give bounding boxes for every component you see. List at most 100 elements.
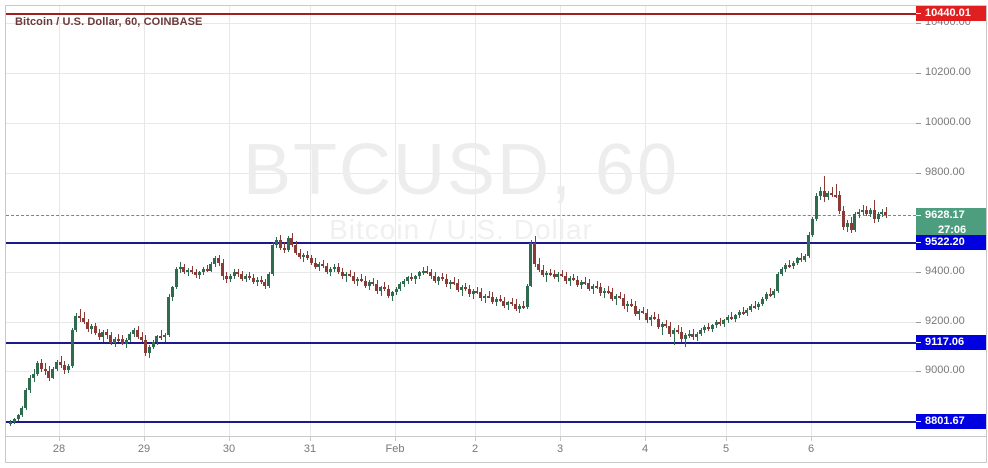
candle-up <box>125 339 128 344</box>
candle-wick <box>720 317 721 327</box>
bar-countdown-badge[interactable]: 27:06 <box>916 223 986 238</box>
candle-down <box>306 254 309 259</box>
candle-wick <box>485 293 486 303</box>
candle-down <box>838 195 841 212</box>
price-level-line[interactable] <box>6 13 916 15</box>
candle-wick <box>427 265 428 274</box>
candle-up <box>186 269 189 272</box>
candle-up <box>580 282 583 285</box>
candle-up <box>591 285 594 289</box>
chart-plot-area[interactable]: BTCUSD, 60 Bitcoin / U.S. Dollar Bitcoin… <box>5 5 916 437</box>
vertical-gridline <box>229 6 230 436</box>
candle-up <box>17 414 20 420</box>
candle-down <box>830 192 833 195</box>
candle-up <box>819 191 822 197</box>
candle-up <box>422 270 425 273</box>
candle-down <box>452 281 455 284</box>
candle-up <box>518 305 521 309</box>
candle-up <box>495 299 498 302</box>
candle-up <box>780 268 783 274</box>
candle-down <box>537 264 540 270</box>
price-scale[interactable]: 10400.00 10200.00 10000.00 9800.00 9400.00 92… <box>916 5 987 437</box>
candle-down <box>445 278 448 285</box>
resistance-price-badge[interactable]: 10440.01 <box>916 6 986 21</box>
price-level-line[interactable] <box>6 215 916 216</box>
candle-wick <box>373 278 374 286</box>
candle-wick <box>80 309 81 322</box>
candle-down <box>595 285 598 288</box>
candle-down <box>522 305 525 308</box>
price-level-badge[interactable]: 8801.67 <box>916 414 986 429</box>
candle-down <box>360 278 363 281</box>
candle-up <box>545 273 548 276</box>
candle-wick <box>249 272 250 280</box>
candle-down <box>742 311 745 314</box>
candle-up <box>869 209 872 214</box>
candle-down <box>718 322 721 325</box>
chart-legend[interactable]: Bitcoin / U.S. Dollar, 60, COINBASE <box>15 16 203 28</box>
time-tick-label: 28 <box>52 443 66 455</box>
candle-wick <box>465 283 466 291</box>
candle-down <box>553 274 556 277</box>
candle-down <box>607 290 610 293</box>
time-tick-label: 5 <box>722 443 730 455</box>
candle-wick <box>303 252 304 262</box>
candle-wick <box>496 297 497 307</box>
candle-up <box>51 368 54 378</box>
candle-down <box>510 302 513 305</box>
time-tick-mark <box>645 437 646 441</box>
candle-up <box>175 268 178 288</box>
candle-up <box>738 311 741 316</box>
candle-up <box>256 279 259 282</box>
candle-down <box>884 211 887 216</box>
time-tick-mark <box>395 437 396 441</box>
candle-down <box>225 276 228 280</box>
candle-wick <box>261 275 262 284</box>
candle-up <box>734 315 737 319</box>
candle-wick <box>789 260 790 269</box>
candle-wick <box>620 291 621 300</box>
candle-up <box>526 285 529 308</box>
candle-down <box>441 277 444 280</box>
price-tick-mark <box>916 173 921 174</box>
candle-down <box>564 275 567 282</box>
time-tick-mark <box>229 437 230 441</box>
candle-up <box>179 267 182 270</box>
candle-up <box>20 408 23 415</box>
candle-down <box>206 268 209 271</box>
candle-wick <box>489 291 490 299</box>
price-level-line[interactable] <box>6 242 916 244</box>
candle-down <box>117 338 120 341</box>
horizontal-gridline <box>6 73 916 74</box>
candle-down <box>86 321 89 330</box>
candle-up <box>745 309 748 313</box>
candle-up <box>287 237 290 251</box>
price-level-line[interactable] <box>6 342 916 344</box>
candle-down <box>217 258 220 263</box>
price-level-line[interactable] <box>6 421 916 423</box>
current-price-badge[interactable]: 9628.17 <box>916 208 986 223</box>
candle-up <box>661 324 664 327</box>
candle-wick <box>346 272 347 282</box>
candle-down <box>410 277 413 280</box>
candle-wick <box>743 307 744 315</box>
candle-down <box>44 368 47 372</box>
time-scale[interactable]: 28 29 30 31 Feb 2 3 4 5 6 <box>5 437 987 463</box>
candle-up <box>796 258 799 263</box>
candle-down <box>325 266 328 272</box>
candle-down <box>78 316 81 319</box>
candle-up <box>275 240 278 245</box>
candle-up <box>672 330 675 334</box>
candle-up <box>267 273 270 287</box>
candle-down <box>502 300 505 306</box>
candle-up <box>36 363 39 374</box>
price-level-badge[interactable]: 9522.20 <box>916 235 986 250</box>
candle-down <box>314 262 317 267</box>
price-level-badge[interactable]: 9117.06 <box>916 335 986 350</box>
candle-down <box>680 332 683 340</box>
candle-up <box>13 419 16 423</box>
candle-up <box>113 338 116 343</box>
candle-wick <box>662 321 663 335</box>
candle-down <box>140 336 143 340</box>
candle-wick <box>523 301 524 309</box>
